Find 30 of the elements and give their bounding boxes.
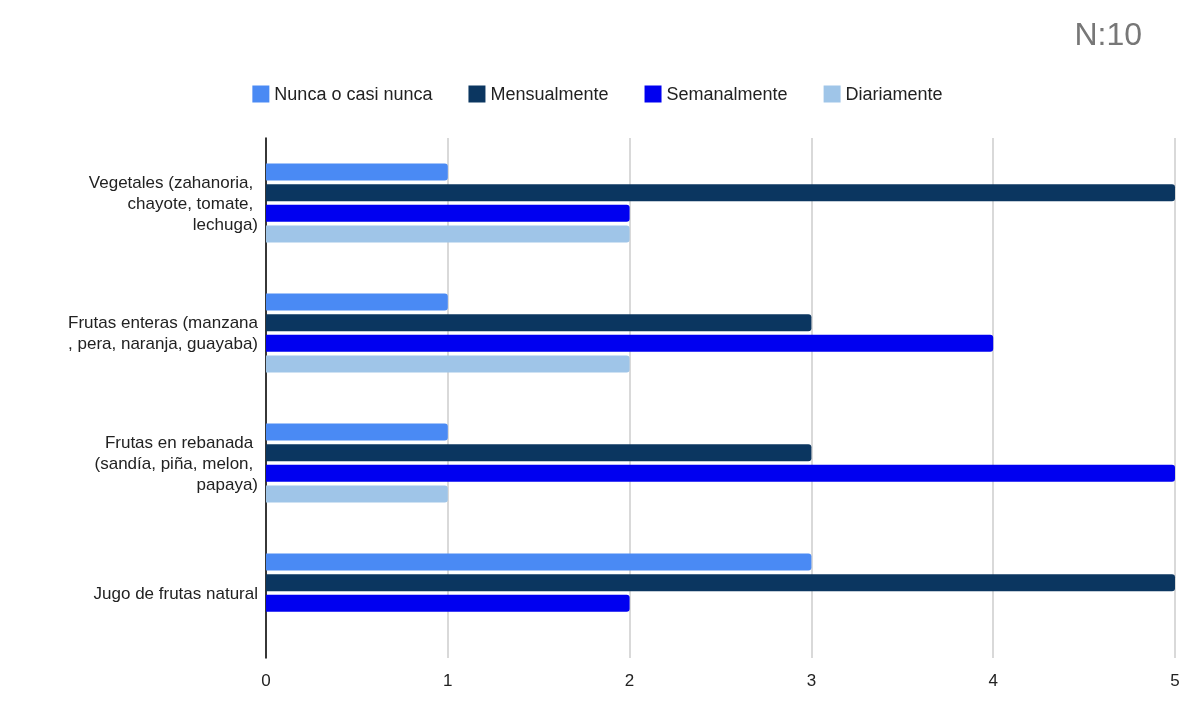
x-tick-label: 3 <box>806 671 817 690</box>
legend-label: Diariamente <box>845 84 943 104</box>
y-tick-label: Vegetales (zahanoria, chayote, tomate, lechuga) <box>88 172 258 234</box>
bar <box>266 225 630 243</box>
bar <box>266 485 448 503</box>
x-tick-label: 4 <box>988 671 998 690</box>
bar <box>266 204 630 222</box>
bar <box>266 444 812 462</box>
legend-label: Nunca o casi nunca <box>274 84 434 104</box>
bar <box>266 184 1175 202</box>
x-tick-label: 1 <box>443 671 453 690</box>
legend-label: Semanalmente <box>666 84 788 104</box>
y-tick-label: Frutas en rebanada (sandía, piña, melon, papaya) <box>94 432 258 494</box>
x-tick-label: 0 <box>261 671 271 690</box>
bar <box>266 163 448 181</box>
x-tick-label: 2 <box>624 671 635 690</box>
y-tick-label: Frutas enteras (manzana, pera, naranja, guayaba) <box>68 313 259 353</box>
bar <box>266 574 1175 592</box>
y-tick-label: Jugo de frutas natural <box>93 583 258 603</box>
bar <box>266 334 994 352</box>
chart-title: N:10 <box>1074 16 1142 52</box>
x-tick-label: 5 <box>1170 671 1180 690</box>
bar <box>266 594 630 612</box>
legend-label: Mensualmente <box>490 84 609 104</box>
bar <box>266 464 1175 482</box>
bar <box>266 553 812 571</box>
bar <box>266 293 448 311</box>
bar <box>266 355 630 373</box>
bar <box>266 314 812 332</box>
bar <box>266 423 448 441</box>
